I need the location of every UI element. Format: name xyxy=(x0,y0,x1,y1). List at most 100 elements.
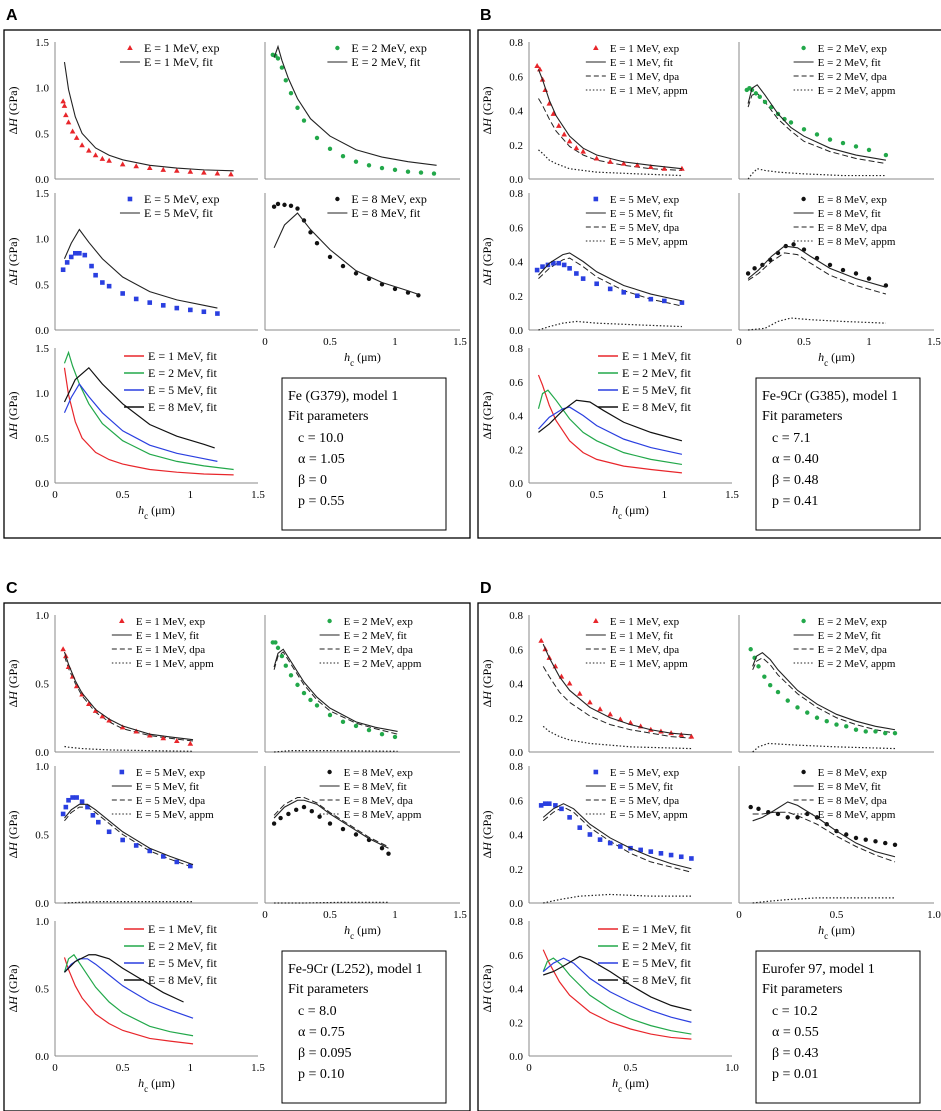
subplot-combined-x-tick-label: 0 xyxy=(526,1062,532,1074)
panel-frame xyxy=(477,602,941,1111)
subplot-e8-x-tick-label: 1 xyxy=(866,336,872,348)
subplot-e1: 0.0 0.5 1.0 E = 1 MeV, exp E = 1 MeV, fit E =… xyxy=(6,610,258,759)
legend-e8-legend-fit-label: E = 8 MeV, fit xyxy=(818,781,881,793)
series-e5-exp-point xyxy=(174,305,180,311)
series-e1-fit-line xyxy=(63,651,194,741)
series-e5-exp-point xyxy=(133,296,139,302)
subplot-e5-y-tick-label: 0.8 xyxy=(509,188,523,200)
series-e2-exp-point xyxy=(788,120,794,125)
series-e2-exp-point xyxy=(392,167,398,173)
subplot-e8-x-tick-label: 0 xyxy=(262,909,268,921)
subplot-combined-x-tick-label: 0 xyxy=(526,489,532,501)
subplot-e1-y-tick-label: 0.8 xyxy=(509,610,523,622)
series-e5-exp-point xyxy=(74,795,79,800)
series-e5-exp-point xyxy=(133,843,139,848)
fit-parameters-title: Eurofer 97, model 1 xyxy=(762,962,875,977)
series-e1-exp-point xyxy=(146,165,153,171)
subplot-combined-y-tick-label: 1.5 xyxy=(35,343,49,355)
subplot-combined-fits: 0.0 0.2 0.4 0.6 0.8 0 0.5 1 1.5 E = 1 MeV, fit E =… xyxy=(480,343,739,521)
series-e2-exp-point xyxy=(834,722,839,727)
subplot-e8-x-tick-label: 0.5 xyxy=(797,336,811,348)
fit-parameters-title: Fe-9Cr (L252), model 1 xyxy=(288,962,423,977)
legend-e2-legend-exp-label: E = 2 MeV, exp xyxy=(818,616,888,628)
subplot-e5-y-tick-label: 0.4 xyxy=(509,830,523,842)
series-e1-exp-point xyxy=(187,740,194,746)
series-e8-dpa-line xyxy=(747,252,887,295)
series-e5-appm-line xyxy=(543,893,692,904)
series-e1-exp-point xyxy=(119,161,126,167)
subplot-e5-y-tick-label: 1.5 xyxy=(35,188,49,200)
y-axis-label: ΔH (GPa) xyxy=(480,964,494,1012)
fit-parameters-title: Fe (G379), model 1 xyxy=(288,389,398,404)
series-e2-exp-point xyxy=(353,723,359,729)
series-e5-exp-point xyxy=(147,300,153,305)
series-e8-exp-point xyxy=(883,840,888,846)
subplot-e1-y-tick-label: 0.6 xyxy=(509,71,523,83)
series-e8-exp-point xyxy=(366,276,372,282)
series-e8-exp-point xyxy=(314,241,320,246)
legend-e1-legend-exp-marker xyxy=(127,45,133,50)
series-e8-exp-point xyxy=(748,804,753,810)
series-e2-exp-point xyxy=(301,690,307,696)
fit-parameters-subtitle: Fit parameters xyxy=(762,982,842,997)
legend-e8-legend-dpa-label: E = 8 MeV, dpa xyxy=(818,222,887,234)
subplot-e8: 0 0.5 1 1.5 E = 8 MeV, exp E = 8 MeV, fit E = … xyxy=(262,766,467,941)
combined-legend-label-e2: E = 2 MeV, fit xyxy=(148,366,218,380)
combined-fit-line-e8 xyxy=(543,955,692,1012)
y-axis-label: ΔH (GPa) xyxy=(480,237,494,285)
subplot-combined-x-tick-label: 0.5 xyxy=(624,1062,638,1074)
fit-parameter-line: α = 1.05 xyxy=(298,452,345,467)
series-e1-exp-point xyxy=(106,717,112,723)
subplot-e1-y-tick-label: 0.0 xyxy=(35,174,49,186)
legend-e1-legend-exp-label: E = 1 MeV, exp xyxy=(136,616,206,628)
series-e2-appm-line xyxy=(747,168,886,180)
series-e5-exp-point xyxy=(64,260,70,265)
series-e2-exp-point xyxy=(301,118,307,123)
legend-e5-legend-exp-marker xyxy=(119,769,125,775)
series-e1-exp-point xyxy=(61,102,68,108)
series-e5-fit-line xyxy=(538,252,683,302)
legend-e8-legend-appm-label: E = 8 MeV, appm xyxy=(818,809,896,821)
x-axis-label: hc (μm) xyxy=(612,503,649,521)
series-e8-exp-point xyxy=(327,821,333,826)
subplot-e1-y-tick-label: 1.0 xyxy=(35,610,49,622)
y-axis-label: ΔH (GPa) xyxy=(480,391,494,439)
subplot-e5-y-tick-label: 0.6 xyxy=(509,795,523,807)
subplot-e5-y-tick-label: 0.5 xyxy=(35,279,49,291)
combined-legend-label-e5: E = 5 MeV, fit xyxy=(622,956,692,970)
series-e1-exp-point xyxy=(597,706,603,712)
legend-e2-legend-dpa-label: E = 2 MeV, dpa xyxy=(344,644,413,656)
subplot-e2: E = 2 MeV, exp E = 2 MeV, fit E = 2 MeV, d… xyxy=(738,615,934,753)
subplot-e5-y-tick-label: 0.8 xyxy=(509,761,523,773)
fit-parameter-line: β = 0.095 xyxy=(298,1046,352,1061)
subplot-e8-x-tick-label: 0 xyxy=(262,336,268,348)
combined-legend-label-e5: E = 5 MeV, fit xyxy=(148,383,218,397)
subplot-combined-y-tick-label: 0.0 xyxy=(35,478,49,490)
series-e5-exp-point xyxy=(679,300,685,305)
legend-e1-legend-fit-label: E = 1 MeV, fit xyxy=(136,630,199,642)
series-e8-exp-point xyxy=(271,204,277,209)
series-e1-exp-point xyxy=(65,119,72,125)
series-e8-exp-point xyxy=(785,815,790,820)
series-e8-exp-point xyxy=(844,832,849,837)
series-e1-exp-point xyxy=(566,138,573,144)
series-e1-exp-point xyxy=(86,147,92,153)
series-e1-exp-point xyxy=(86,701,92,707)
series-e5-exp-point xyxy=(678,854,684,860)
series-e8-exp-point xyxy=(275,201,281,207)
series-e5-exp-point xyxy=(551,260,556,266)
series-e2-exp-point xyxy=(288,673,294,678)
series-e8-exp-point xyxy=(795,815,800,820)
legend-e5-legend-exp-label: E = 5 MeV, exp xyxy=(136,767,206,779)
series-e2-fit-line xyxy=(273,44,437,166)
series-e8-fit-line xyxy=(747,245,887,288)
series-e2-exp-point xyxy=(308,697,313,703)
legend-e5-legend-fit-label: E = 5 MeV, fit xyxy=(610,208,673,220)
subplot-e1: 0.0 0.2 0.4 0.6 0.8 E = 1 MeV, exp E = 1 MeV, … xyxy=(480,610,732,759)
legend-e5-legend-exp-marker xyxy=(593,196,599,202)
subplot-combined-y-tick-label: 0.4 xyxy=(509,411,523,423)
subplot-e8-x-tick-label: 1.5 xyxy=(927,336,941,348)
series-e8-fit-line xyxy=(752,801,896,858)
